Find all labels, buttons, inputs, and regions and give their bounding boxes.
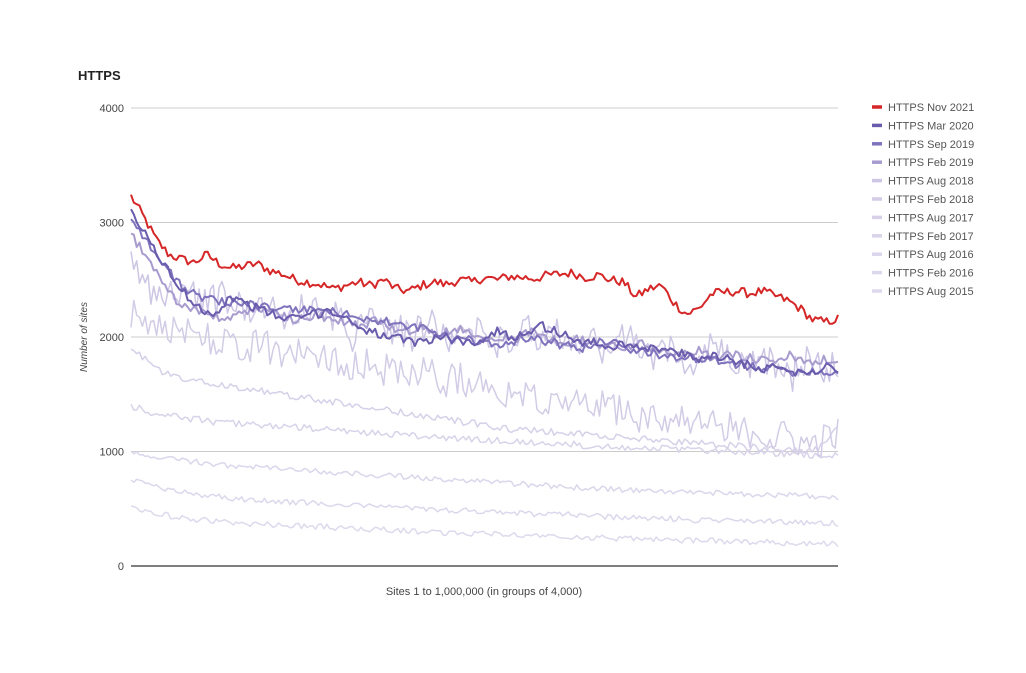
chart-title: HTTPS [78, 68, 121, 83]
legend-item[interactable]: HTTPS Sep 2019 [888, 139, 974, 151]
y-tick-label: 4000 [100, 103, 124, 115]
series-line [130, 505, 839, 548]
y-tick-label: 0 [118, 561, 124, 573]
y-axis-label: Number of sites [79, 302, 90, 372]
legend-item[interactable]: HTTPS Aug 2017 [888, 212, 974, 224]
y-axis-ticks: 0 1000 2000 3000 4000 [100, 103, 124, 573]
grid [131, 107, 838, 567]
y-tick-label: 3000 [100, 218, 124, 230]
legend-item[interactable]: HTTPS Feb 2016 [888, 268, 974, 280]
legend-item[interactable]: HTTPS Nov 2021 [888, 102, 974, 114]
series-lines [130, 194, 839, 548]
x-axis-label: Sites 1 to 1,000,000 (in groups of 4,000… [386, 586, 582, 598]
legend-item[interactable]: HTTPS Aug 2018 [888, 176, 974, 188]
legend-item[interactable]: HTTPS Mar 2020 [888, 120, 974, 132]
y-tick-label: 2000 [100, 332, 124, 344]
series-line [130, 194, 839, 325]
y-tick-label: 1000 [100, 447, 124, 459]
series-line [130, 450, 839, 501]
series-line [130, 348, 839, 454]
series-line [130, 478, 839, 528]
series-line [130, 208, 839, 377]
legend-item[interactable]: HTTPS Aug 2016 [888, 249, 974, 261]
legend-item[interactable]: HTTPS Feb 2019 [888, 157, 974, 169]
series-line [130, 251, 839, 392]
legend-item[interactable]: HTTPS Feb 2017 [888, 231, 974, 243]
series-line [130, 403, 839, 459]
series-line [130, 299, 839, 458]
legend-item[interactable]: HTTPS Aug 2015 [888, 286, 974, 298]
legend[interactable]: HTTPS Nov 2021 HTTPS Mar 2020 HTTPS Sep 20… [872, 102, 974, 298]
legend-item[interactable]: HTTPS Feb 2018 [888, 194, 974, 206]
